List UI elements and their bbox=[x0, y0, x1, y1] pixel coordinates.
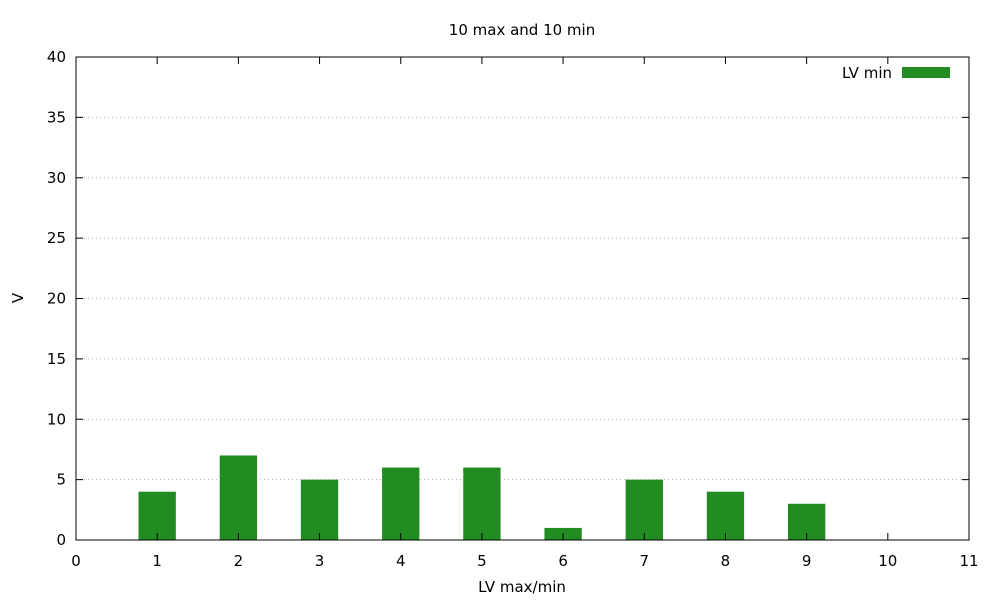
x-tick-label: 7 bbox=[639, 552, 649, 570]
x-tick-label: 6 bbox=[558, 552, 568, 570]
y-tick-label: 5 bbox=[56, 471, 66, 489]
y-axis-tick-labels: 0 5 10 15 20 25 30 35 40 bbox=[47, 48, 66, 549]
bar-8 bbox=[706, 491, 745, 540]
y-tick-label: 30 bbox=[47, 169, 66, 187]
legend-label: LV min bbox=[842, 64, 892, 82]
y-tick-label: 0 bbox=[56, 531, 66, 549]
x-axis-label: LV max/min bbox=[478, 578, 566, 596]
x-tick-label: 5 bbox=[477, 552, 487, 570]
y-tick-label: 10 bbox=[47, 410, 66, 428]
bar-series bbox=[138, 455, 826, 540]
bar-1 bbox=[138, 491, 176, 540]
y-axis-label: V bbox=[9, 292, 27, 303]
y-tick-label: 35 bbox=[47, 108, 66, 126]
grid-lines bbox=[76, 116, 969, 481]
x-tick-label: 4 bbox=[396, 552, 406, 570]
y-tick-label: 20 bbox=[47, 290, 66, 308]
bar-2 bbox=[219, 455, 258, 540]
x-tick-label: 8 bbox=[721, 552, 731, 570]
chart-title: 10 max and 10 min bbox=[449, 21, 595, 39]
bar-3 bbox=[300, 479, 339, 540]
y-tick-label: 15 bbox=[47, 350, 66, 368]
x-tick-label: 1 bbox=[152, 552, 162, 570]
x-tick-label: 3 bbox=[315, 552, 325, 570]
x-tick-label: 0 bbox=[71, 552, 81, 570]
x-tick-label: 9 bbox=[802, 552, 812, 570]
bar-4 bbox=[382, 467, 420, 540]
legend-swatch bbox=[902, 67, 950, 78]
x-tick-label: 10 bbox=[878, 552, 897, 570]
legend: LV min bbox=[842, 64, 950, 82]
y-tick-label: 25 bbox=[47, 229, 66, 247]
y-tick-label: 40 bbox=[47, 48, 66, 66]
plot-frame bbox=[75, 56, 970, 541]
bar-5 bbox=[463, 467, 501, 540]
x-axis-tick-labels: 0 1 2 3 4 5 6 7 8 9 10 11 bbox=[71, 552, 978, 570]
bar-7 bbox=[625, 479, 663, 540]
axis-ticks bbox=[75, 56, 970, 541]
x-tick-label: 11 bbox=[959, 552, 978, 570]
x-tick-label: 2 bbox=[234, 552, 244, 570]
